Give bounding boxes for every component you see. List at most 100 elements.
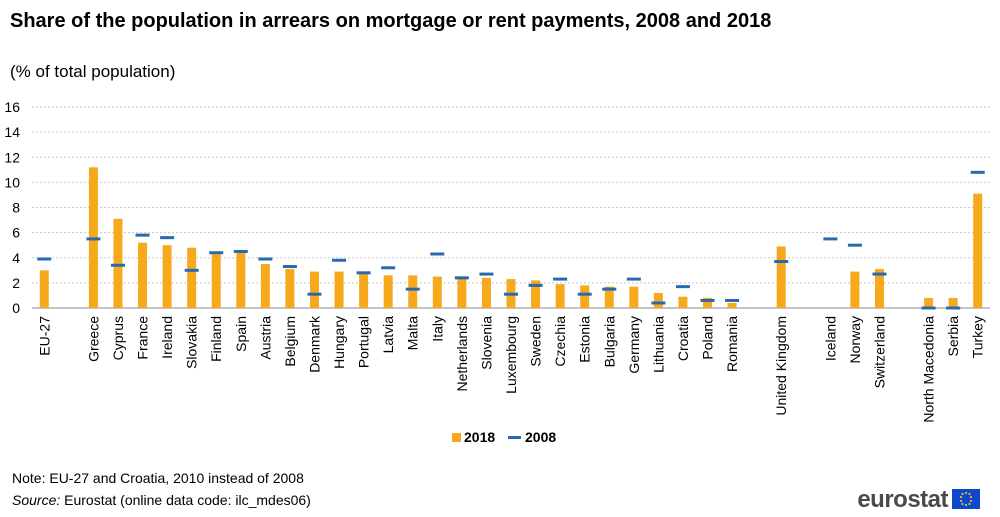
chart-subtitle: (% of total population): [10, 62, 176, 81]
source-text: Eurostat (online data code: ilc_mdes06): [60, 492, 311, 508]
bar-2018: [874, 269, 884, 308]
x-tick-label: Lithuania: [650, 316, 666, 373]
x-tick-label: France: [135, 316, 151, 360]
bar-2018: [629, 286, 639, 308]
marker-2008: [233, 249, 248, 253]
marker-2008: [209, 251, 224, 255]
bar-2018: [359, 272, 369, 308]
bar-2018: [703, 297, 713, 308]
marker-2008: [160, 236, 175, 240]
bar-2018: [481, 277, 491, 308]
x-tick-label: EU-27: [36, 316, 52, 356]
y-tick-label: 4: [12, 250, 20, 266]
bar-2018: [776, 246, 786, 308]
marker-2008: [307, 292, 322, 296]
x-tick-label: Germany: [626, 316, 642, 374]
x-tick-label: Austria: [257, 316, 273, 360]
bar-2018: [555, 284, 565, 308]
x-tick-label: Bulgaria: [601, 316, 617, 368]
eu-flag-icon: [952, 489, 980, 509]
marker-2008: [504, 292, 518, 296]
x-tick-label: Czechia: [552, 316, 568, 367]
marker-2008: [332, 258, 347, 262]
marker-2008: [725, 298, 740, 302]
x-tick-label: Netherlands: [454, 316, 470, 392]
x-tick-label: Sweden: [528, 316, 544, 367]
marker-2008: [774, 260, 789, 264]
bar-2018: [211, 252, 221, 308]
x-tick-label: Poland: [700, 316, 716, 360]
x-tick-label: Portugal: [356, 316, 372, 368]
marker-2008: [602, 287, 617, 291]
source-label: Source:: [12, 492, 61, 508]
marker-2008: [946, 306, 961, 310]
marker-2008: [479, 272, 494, 276]
x-tick-label: Belgium: [282, 316, 298, 367]
marker-2008: [626, 277, 641, 281]
bar-2018: [727, 302, 737, 308]
legend-label-2018: 2018: [464, 429, 495, 445]
x-tick-label: Malta: [405, 316, 421, 350]
marker-2008: [405, 287, 420, 291]
x-tick-label: Slovenia: [478, 316, 494, 370]
bar-2018: [285, 269, 295, 308]
bar-2018: [408, 275, 418, 308]
marker-2008: [37, 257, 52, 261]
x-tick-label: Luxembourg: [503, 316, 519, 394]
chart-title: Share of the population in arrears on mo…: [10, 10, 772, 32]
x-tick-label: Slovakia: [184, 316, 200, 369]
bar-2018: [604, 286, 614, 308]
x-tick-label: Serbia: [945, 316, 961, 357]
marker-2008: [847, 243, 862, 247]
marker-2008: [430, 252, 445, 256]
x-tick-label: Iceland: [822, 316, 838, 361]
x-tick-label: Italy: [429, 316, 445, 342]
bar-2018: [678, 296, 688, 308]
marker-2008: [356, 271, 371, 275]
marker-2008: [282, 265, 297, 269]
bar-2018: [260, 264, 270, 308]
marker-2008: [553, 277, 568, 281]
bar-2018: [113, 218, 123, 308]
legend-label-2008: 2008: [525, 429, 556, 445]
marker-2008: [135, 233, 150, 237]
source-line: Source: Eurostat (online data code: ilc_…: [12, 492, 311, 508]
legend-swatch-2008: [508, 436, 521, 439]
footnote: Note: EU-27 and Croatia, 2010 instead of…: [12, 470, 304, 486]
x-tick-label: Norway: [847, 316, 863, 363]
bar-2018: [187, 247, 197, 308]
chart-area: 0 2 4 6 8 10 12 14 16 EU-27 Greece Cyprus France Irel…: [4, 99, 990, 445]
bar-2018: [309, 271, 319, 308]
bar-2018: [383, 275, 393, 308]
marker-2008: [184, 268, 199, 272]
marker-2008: [921, 306, 936, 310]
bar-2018: [948, 297, 958, 308]
bar-2018: [334, 271, 344, 308]
x-tick-label: Croatia: [675, 316, 691, 361]
x-tick-label: United Kingdom: [773, 316, 789, 416]
bar-2018: [162, 245, 172, 308]
y-tick-label: 6: [12, 225, 20, 241]
x-tick-label: Switzerland: [871, 316, 887, 388]
y-tick-label: 8: [12, 200, 20, 216]
marker-2008: [970, 170, 985, 174]
y-tick-label: 10: [4, 174, 20, 190]
x-tick-label: Denmark: [306, 315, 322, 373]
x-tick-label: Latvia: [380, 316, 396, 354]
bar-2018: [653, 292, 663, 308]
marker-2008: [675, 285, 690, 289]
marker-2008: [700, 298, 715, 302]
bar-2018: [457, 277, 467, 308]
marker-2008: [381, 266, 396, 270]
marker-2008: [651, 301, 666, 305]
y-tick-label: 12: [4, 149, 20, 165]
marker-2008: [872, 272, 887, 276]
marker-2008: [258, 257, 273, 261]
y-tick-label: 2: [12, 275, 20, 291]
x-tick-label: Romania: [724, 316, 740, 372]
y-tick-label: 16: [4, 99, 20, 115]
bar-2018: [580, 285, 590, 308]
y-tick-label: 14: [4, 124, 20, 140]
legend-swatch-2018: [452, 433, 461, 442]
x-tick-label: Spain: [233, 316, 249, 352]
